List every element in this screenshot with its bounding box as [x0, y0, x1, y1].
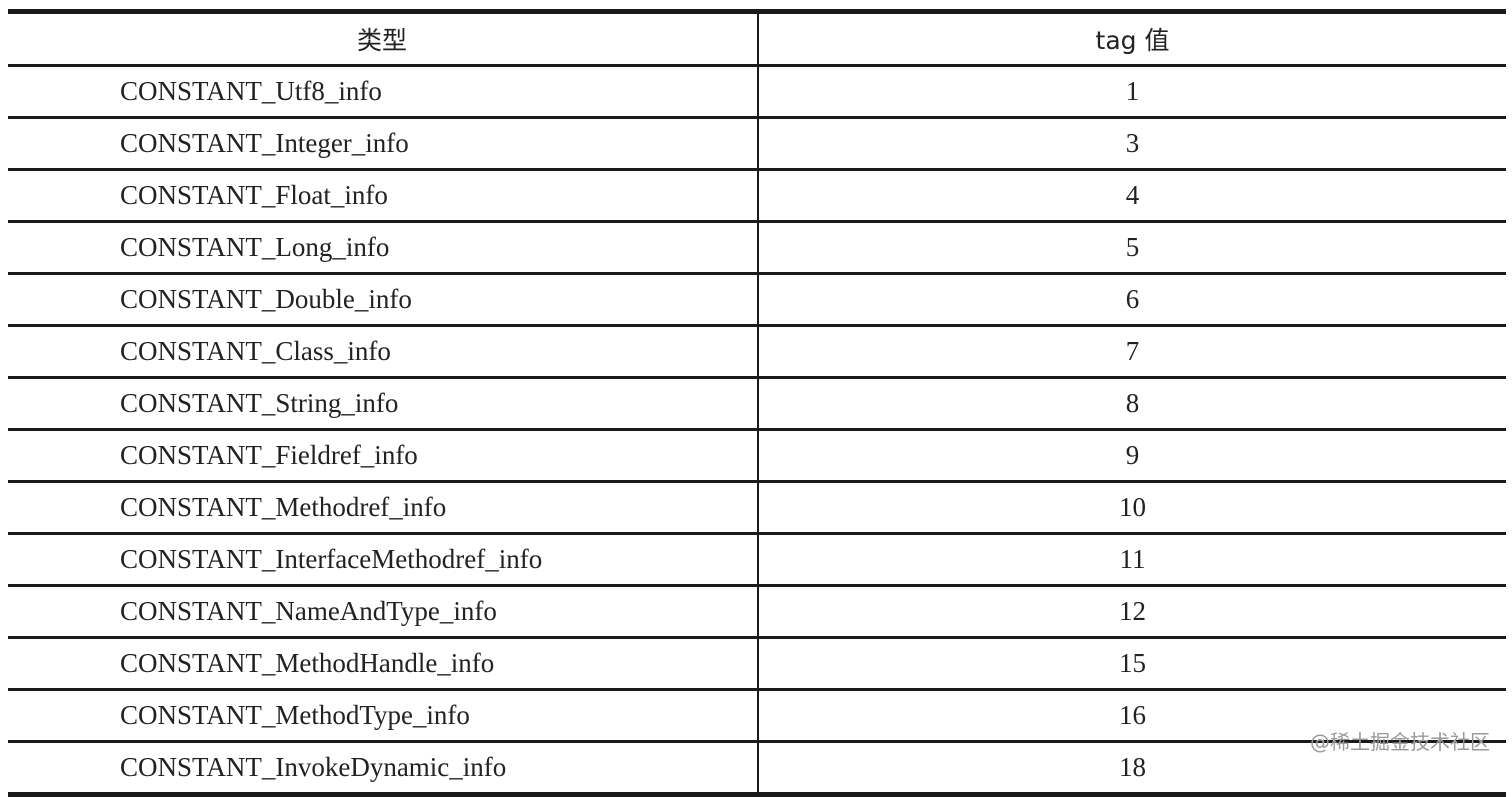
cell-type: CONSTANT_MethodHandle_info [8, 637, 759, 691]
cell-tag: 5 [758, 221, 1506, 275]
cell-type: CONSTANT_Integer_info [8, 117, 759, 171]
table-row: CONSTANT_InvokeDynamic_info 18 [8, 741, 1506, 797]
cell-tag: 6 [758, 273, 1506, 327]
cell-tag: 12 [758, 585, 1506, 639]
cell-type: CONSTANT_Class_info [8, 325, 759, 379]
table-row: CONSTANT_Float_info 4 [8, 169, 1506, 223]
cell-tag: 7 [758, 325, 1506, 379]
table-row: CONSTANT_String_info 8 [8, 377, 1506, 431]
cell-tag: 1 [758, 65, 1506, 119]
cell-type: CONSTANT_InterfaceMethodref_info [8, 533, 759, 587]
table-header-row: 类型 tag 值 [8, 11, 1506, 67]
cell-type: CONSTANT_Long_info [8, 221, 759, 275]
cell-type: CONSTANT_MethodType_info [8, 689, 759, 743]
table-row: CONSTANT_Methodref_info 10 [8, 481, 1506, 535]
table-row: CONSTANT_NameAndType_info 12 [8, 585, 1506, 639]
table-row: CONSTANT_Integer_info 3 [8, 117, 1506, 171]
cell-type: CONSTANT_String_info [8, 377, 759, 431]
table-row: CONSTANT_Double_info 6 [8, 273, 1506, 327]
cell-type: CONSTANT_Double_info [8, 273, 759, 327]
cell-type: CONSTANT_NameAndType_info [8, 585, 759, 639]
cell-tag: 3 [758, 117, 1506, 171]
cell-tag: 8 [758, 377, 1506, 431]
cell-tag: 9 [758, 429, 1506, 483]
cell-type: CONSTANT_InvokeDynamic_info [8, 741, 759, 797]
table-row: CONSTANT_Fieldref_info 9 [8, 429, 1506, 483]
table-row: CONSTANT_Long_info 5 [8, 221, 1506, 275]
cell-type: CONSTANT_Utf8_info [8, 65, 759, 119]
cell-tag: 16 [758, 689, 1506, 743]
header-type: 类型 [8, 11, 759, 67]
watermark: @稀土掘金技术社区 [1310, 730, 1490, 754]
table-row: CONSTANT_MethodType_info 16 [8, 689, 1506, 743]
table-row: CONSTANT_InterfaceMethodref_info 11 [8, 533, 1506, 587]
cell-tag: 10 [758, 481, 1506, 535]
table-row: CONSTANT_MethodHandle_info 15 [8, 637, 1506, 691]
table-row: CONSTANT_Utf8_info 1 [8, 65, 1506, 119]
cell-tag: 15 [758, 637, 1506, 691]
cell-tag: 11 [758, 533, 1506, 587]
table-body: CONSTANT_Utf8_info 1 CONSTANT_Integer_info… [8, 65, 1506, 797]
header-tag: tag 值 [758, 11, 1506, 67]
cell-type: CONSTANT_Methodref_info [8, 481, 759, 535]
cell-type: CONSTANT_Float_info [8, 169, 759, 223]
table-row: CONSTANT_Class_info 7 [8, 325, 1506, 379]
cell-type: CONSTANT_Fieldref_info [8, 429, 759, 483]
constant-pool-tag-table: 类型 tag 值 CONSTANT_Utf8_info 1 CONSTANT_Int… [8, 9, 1506, 797]
cell-tag: 4 [758, 169, 1506, 223]
